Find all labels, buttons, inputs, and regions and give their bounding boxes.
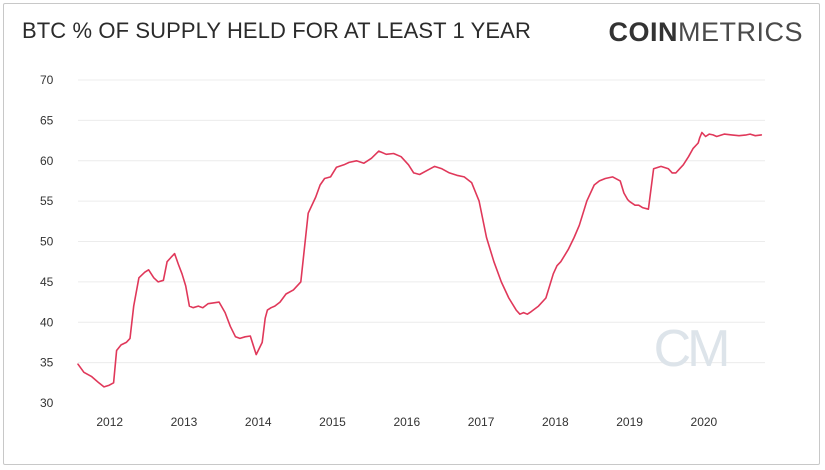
y-tick-label: 45 (40, 275, 54, 289)
x-tick-label: 2015 (319, 415, 346, 429)
x-tick-label: 2017 (468, 415, 495, 429)
brand-light: METRICS (678, 17, 803, 47)
x-tick-label: 2020 (691, 415, 718, 429)
y-tick-label: 35 (40, 356, 54, 370)
y-tick-label: 40 (40, 315, 54, 329)
cm-watermark: CM (654, 320, 728, 378)
y-tick-label: 60 (40, 154, 54, 168)
x-tick-label: 2019 (616, 415, 643, 429)
brand-bold: COIN (608, 17, 678, 47)
grid-lines (78, 79, 765, 364)
y-tick-label: 70 (40, 73, 54, 87)
x-tick-label: 2012 (96, 415, 123, 429)
y-tick-label: 55 (40, 194, 54, 208)
y-axis-ticks: 30 35 40 45 50 55 60 65 70 (40, 73, 54, 410)
coinmetrics-logo: COINMETRICS (609, 17, 804, 48)
series-line (77, 131, 763, 388)
x-tick-label: 2016 (393, 415, 420, 429)
x-tick-label: 2014 (245, 415, 272, 429)
y-tick-label: 65 (40, 113, 54, 127)
x-tick-label: 2018 (542, 415, 569, 429)
y-tick-label: 50 (40, 235, 54, 249)
x-axis-ticks: 2012 2013 2014 2015 2016 2017 2018 2019 2020 (96, 415, 717, 429)
y-tick-label: 30 (40, 396, 54, 410)
x-tick-label: 2013 (171, 415, 198, 429)
chart-title: BTC % OF SUPPLY HELD FOR AT LEAST 1 YEAR (22, 18, 531, 43)
